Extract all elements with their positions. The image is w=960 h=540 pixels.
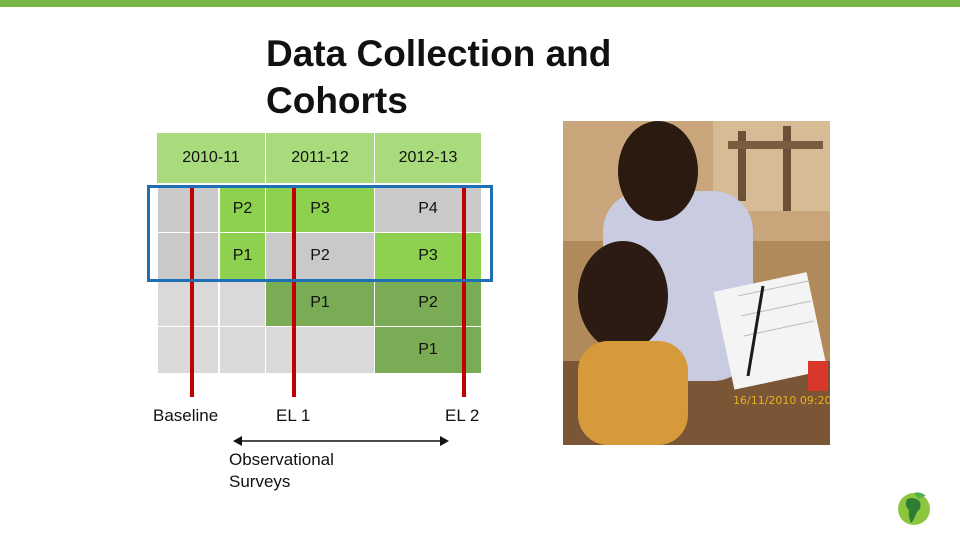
observational-surveys-label: Observational Surveys <box>229 449 334 493</box>
highlight-box <box>147 185 493 282</box>
header-2011-12: 2011-12 <box>266 133 374 183</box>
cell-r1-c2: P3 <box>266 185 374 232</box>
empty-cell <box>158 327 218 373</box>
header-2012-13: 2012-13 <box>375 133 481 183</box>
cell-r2-c1: P1 <box>220 233 265 279</box>
empty-cell <box>158 280 218 326</box>
cell-r3-c1 <box>220 280 265 326</box>
slide-title: Data Collection and Cohorts <box>266 33 612 121</box>
empty-cell <box>220 327 265 373</box>
top-accent-bar <box>0 0 960 7</box>
cell-r3-c2: P1 <box>266 280 374 326</box>
baseline-marker-line <box>190 186 194 397</box>
empty-cell <box>158 185 218 232</box>
globe-leaf-logo-icon <box>898 492 930 525</box>
el1-label: EL 1 <box>276 406 311 425</box>
el1-marker-line <box>292 186 296 397</box>
observational-line: Observational <box>229 450 334 469</box>
surveys-line: Surveys <box>229 472 291 491</box>
cell-r2-c2: P2 <box>266 233 374 279</box>
baseline-label: Baseline <box>153 406 219 425</box>
photo-children-reading: 16/11/2010 09:20 <box>563 121 830 445</box>
el2-marker-line <box>462 186 466 397</box>
cell-r1-c1: P2 <box>220 185 265 232</box>
header-2010-11: 2010-11 <box>157 133 265 183</box>
double-arrow-icon <box>233 436 449 446</box>
cell-r4-c2 <box>266 327 374 373</box>
el2-label: EL 2 <box>445 406 480 425</box>
photo-timestamp: 16/11/2010 09:20 <box>733 394 830 407</box>
empty-cell <box>158 233 218 279</box>
